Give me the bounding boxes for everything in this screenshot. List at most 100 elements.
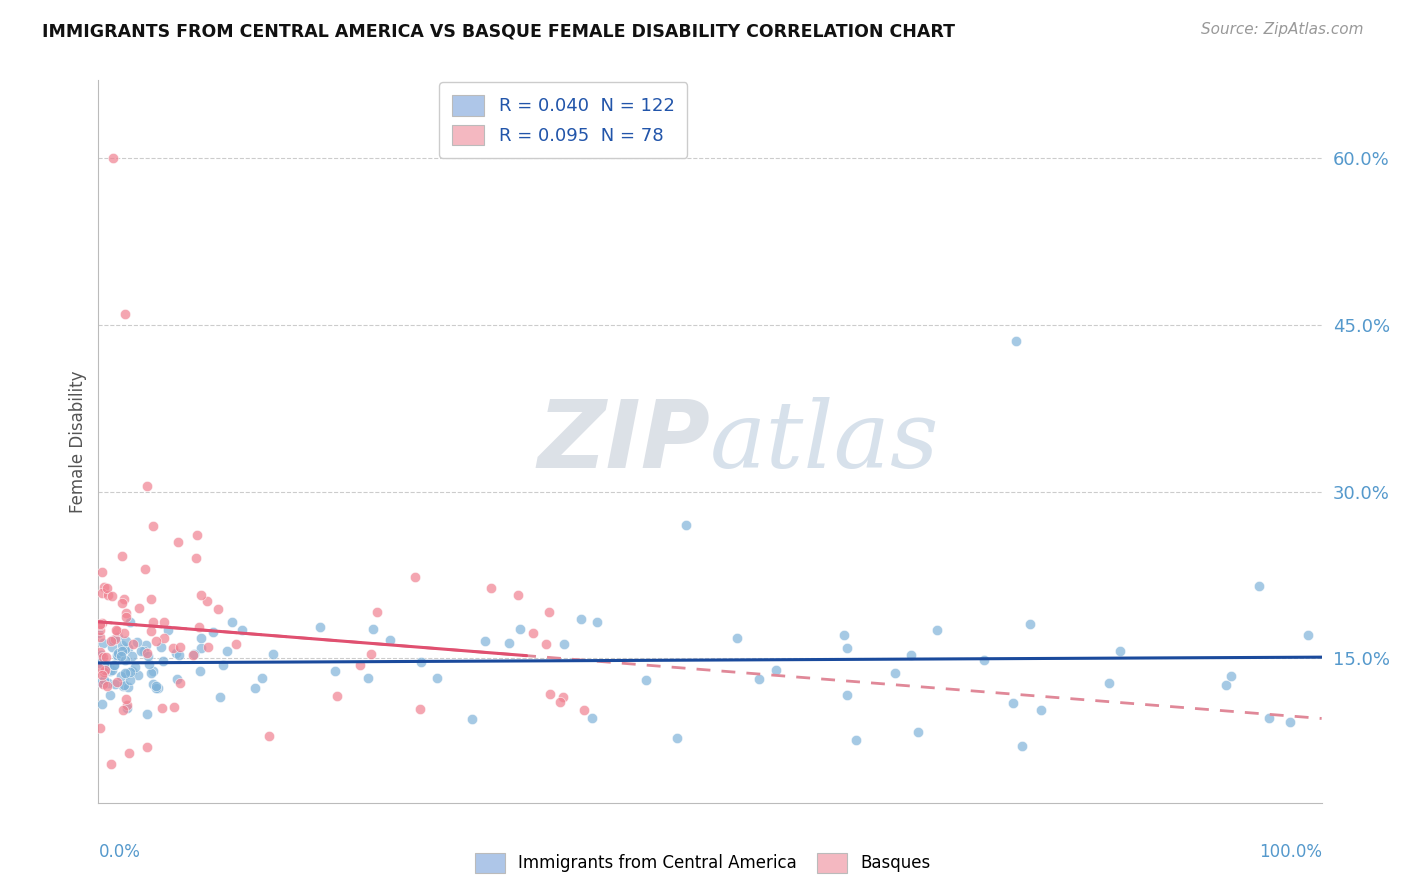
- Point: [103, 657, 125, 672]
- Point: [91, 676, 114, 690]
- Point: [125, 635, 148, 649]
- Point: [259, 729, 281, 743]
- Point: [1219, 669, 1241, 683]
- Point: [89, 617, 111, 632]
- Point: [89, 623, 111, 637]
- Point: [900, 648, 922, 663]
- Point: [97, 588, 120, 602]
- Point: [89, 616, 111, 631]
- Point: [114, 665, 136, 680]
- Point: [134, 644, 156, 658]
- Point: [165, 646, 187, 660]
- Point: [101, 632, 124, 647]
- Point: [152, 654, 174, 668]
- Point: [1004, 334, 1026, 349]
- Point: [108, 647, 131, 661]
- Point: [666, 731, 689, 746]
- Point: [117, 640, 139, 655]
- Point: [167, 534, 190, 549]
- Point: [93, 664, 115, 678]
- Point: [474, 634, 496, 648]
- Point: [94, 663, 117, 677]
- Point: [127, 668, 149, 682]
- Point: [104, 632, 127, 646]
- Point: [87, 661, 110, 675]
- Point: [973, 653, 995, 667]
- Point: [357, 672, 380, 686]
- Point: [835, 688, 858, 702]
- Point: [245, 681, 267, 696]
- Point: [1258, 711, 1281, 725]
- Point: [190, 641, 212, 656]
- Point: [89, 630, 111, 644]
- Point: [121, 664, 143, 678]
- Point: [907, 724, 929, 739]
- Point: [883, 665, 905, 680]
- Point: [211, 658, 233, 673]
- Point: [115, 698, 138, 712]
- Point: [569, 612, 592, 626]
- Point: [91, 650, 114, 665]
- Legend: R = 0.040  N = 122, R = 0.095  N = 78: R = 0.040 N = 122, R = 0.095 N = 78: [439, 82, 688, 158]
- Point: [100, 756, 122, 771]
- Point: [131, 644, 153, 658]
- Point: [363, 622, 385, 636]
- Point: [91, 565, 114, 579]
- Point: [572, 703, 595, 717]
- Point: [107, 631, 129, 645]
- Point: [89, 645, 111, 659]
- Point: [97, 661, 120, 675]
- Point: [139, 591, 162, 606]
- Point: [93, 665, 115, 680]
- Point: [105, 624, 128, 638]
- Point: [118, 746, 141, 760]
- Point: [89, 721, 111, 735]
- Point: [142, 664, 165, 678]
- Text: atlas: atlas: [710, 397, 939, 486]
- Point: [120, 665, 142, 679]
- Point: [112, 678, 135, 692]
- Point: [748, 672, 770, 686]
- Point: [117, 701, 139, 715]
- Point: [121, 649, 143, 664]
- Point: [111, 644, 134, 658]
- Point: [498, 636, 520, 650]
- Point: [426, 671, 449, 685]
- Point: [114, 692, 136, 706]
- Point: [120, 673, 142, 687]
- Point: [166, 672, 188, 686]
- Point: [326, 689, 349, 703]
- Point: [90, 586, 112, 600]
- Point: [1279, 715, 1302, 730]
- Point: [134, 562, 156, 576]
- Point: [90, 676, 112, 690]
- Point: [146, 681, 169, 696]
- Point: [1215, 678, 1237, 692]
- Point: [122, 637, 145, 651]
- Point: [107, 652, 129, 666]
- Point: [188, 664, 211, 678]
- Point: [145, 679, 167, 693]
- Point: [553, 637, 575, 651]
- Point: [93, 580, 115, 594]
- Point: [581, 710, 603, 724]
- Point: [141, 665, 163, 680]
- Point: [837, 640, 859, 655]
- Point: [115, 606, 138, 620]
- Point: [111, 549, 134, 564]
- Point: [114, 642, 136, 657]
- Point: [197, 640, 219, 654]
- Point: [845, 733, 868, 747]
- Point: [349, 658, 371, 673]
- Point: [93, 673, 115, 687]
- Point: [136, 479, 159, 493]
- Point: [150, 640, 173, 654]
- Point: [190, 588, 212, 602]
- Point: [96, 679, 118, 693]
- Point: [1019, 617, 1042, 632]
- Point: [120, 615, 142, 629]
- Point: [87, 626, 110, 640]
- Point: [128, 601, 150, 615]
- Point: [101, 640, 124, 654]
- Point: [103, 677, 125, 691]
